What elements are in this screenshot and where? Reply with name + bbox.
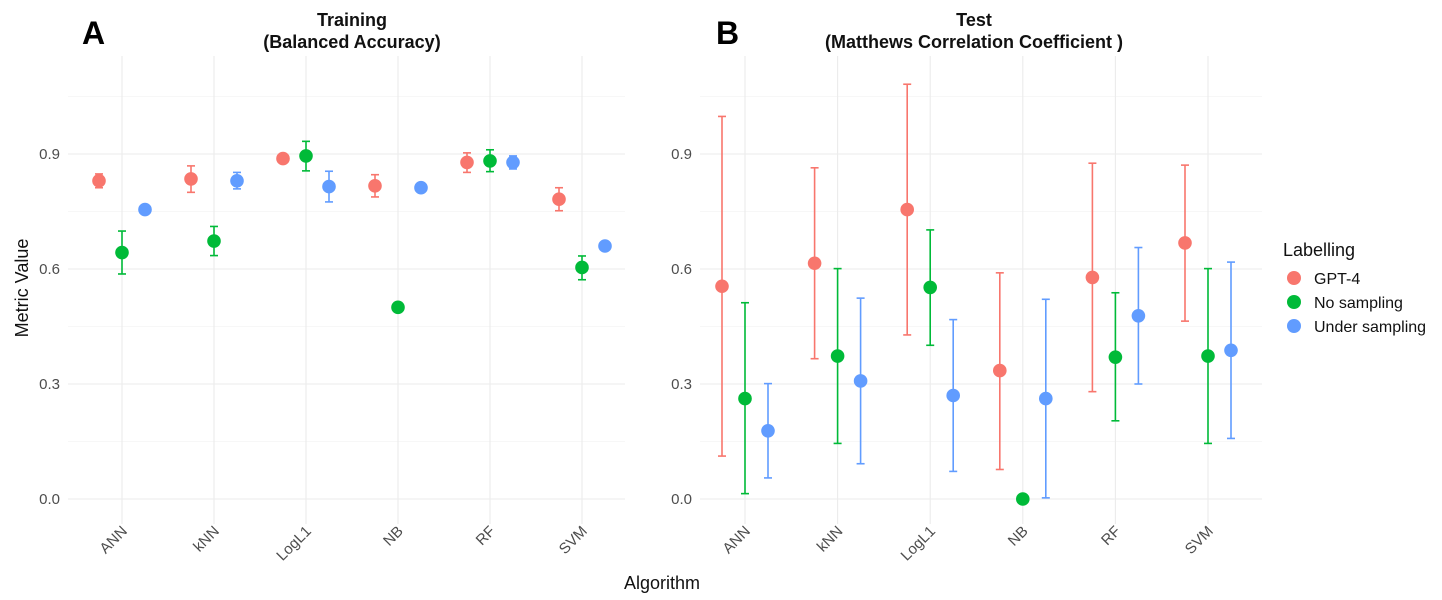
panel-letter: B [716, 15, 739, 51]
x-tick-label: LogL1 [273, 523, 315, 565]
y-tick-label: 0.0 [39, 491, 60, 508]
x-tick-label: SVM [1182, 523, 1217, 558]
data-point [299, 149, 313, 163]
data-point [946, 388, 960, 403]
x-tick-label: kNN [190, 523, 223, 556]
y-tick-label: 0.0 [671, 491, 692, 508]
data-point [598, 239, 612, 253]
legend: Labelling GPT-4 No sampling Under sampli… [1283, 240, 1426, 336]
data-point [1016, 492, 1030, 506]
data-point [1178, 236, 1192, 250]
panel-title: (Balanced Accuracy) [263, 32, 440, 52]
data-point [1108, 350, 1123, 364]
data-point [853, 374, 868, 388]
data-point [230, 174, 244, 188]
x-tick-label: RF [473, 523, 499, 549]
legend-title: Labelling [1283, 240, 1355, 260]
data-point [900, 202, 914, 217]
data-point [207, 234, 221, 248]
data-point [92, 174, 106, 188]
data-point [552, 192, 566, 207]
data-point [460, 155, 474, 170]
data-point [184, 172, 198, 186]
legend-label-under-sampling: Under sampling [1314, 319, 1426, 336]
x-tick-label: RF [1098, 523, 1124, 549]
panel-letter: A [82, 15, 105, 51]
data-point [506, 155, 520, 170]
x-tick-label: NB [1005, 523, 1032, 550]
data-point [115, 245, 129, 260]
data-point [414, 180, 428, 195]
data-point [830, 349, 845, 363]
y-tick-label: 0.9 [39, 146, 60, 163]
data-point [1039, 391, 1053, 406]
data-point [738, 391, 752, 406]
panel-title: (Matthews Correlation Coefficient ) [825, 32, 1123, 52]
data-point [391, 300, 405, 315]
legend-key-gpt4 [1287, 271, 1301, 285]
y-tick-label: 0.6 [39, 261, 60, 278]
x-axis-title: Algorithm [624, 573, 700, 593]
panel-a: 0.0 0.3 0.6 0.9 ANN kNN LogL1 NB RF SVM A Training(… [39, 10, 625, 564]
data-point [575, 260, 589, 275]
data-point [993, 363, 1007, 378]
legend-item-no-sampling: No sampling [1287, 295, 1403, 312]
legend-item-gpt4: GPT-4 [1287, 271, 1360, 288]
panel-title: Training [317, 10, 387, 30]
data-point [483, 154, 497, 168]
y-tick-label: 0.9 [671, 146, 692, 163]
data-point [1224, 343, 1238, 358]
data-point [1201, 349, 1215, 363]
data-point [1085, 270, 1100, 285]
data-point [368, 179, 382, 193]
legend-label-no-sampling: No sampling [1314, 295, 1403, 312]
x-tick-label: LogL1 [898, 523, 940, 565]
data-point [761, 423, 775, 438]
x-tick-label: NB [380, 523, 407, 550]
panel-b: 0.0 0.3 0.6 0.9 ANN kNN LogL1 NB RF SVM B Test(Matt… [671, 10, 1262, 564]
data-point [138, 202, 152, 217]
data-point [807, 256, 822, 271]
legend-label-gpt4: GPT-4 [1314, 271, 1360, 288]
data-point [276, 151, 290, 166]
legend-key-under-sampling [1287, 319, 1301, 333]
x-tick-label: kNN [814, 523, 847, 556]
data-point [1131, 308, 1146, 323]
x-tick-label: SVM [556, 523, 591, 558]
y-tick-label: 0.3 [671, 376, 692, 393]
data-point [322, 179, 336, 194]
x-tick-label: ANN [719, 523, 753, 557]
legend-key-no-sampling [1287, 295, 1301, 309]
y-axis-title: Metric Value [12, 239, 32, 338]
x-tick-label: ANN [96, 523, 130, 557]
y-tick-label: 0.3 [39, 376, 60, 393]
data-point [923, 280, 937, 295]
panel-title: Test [956, 10, 992, 30]
legend-item-under-sampling: Under sampling [1287, 319, 1426, 336]
data-point [715, 279, 729, 294]
y-tick-label: 0.6 [671, 261, 692, 278]
